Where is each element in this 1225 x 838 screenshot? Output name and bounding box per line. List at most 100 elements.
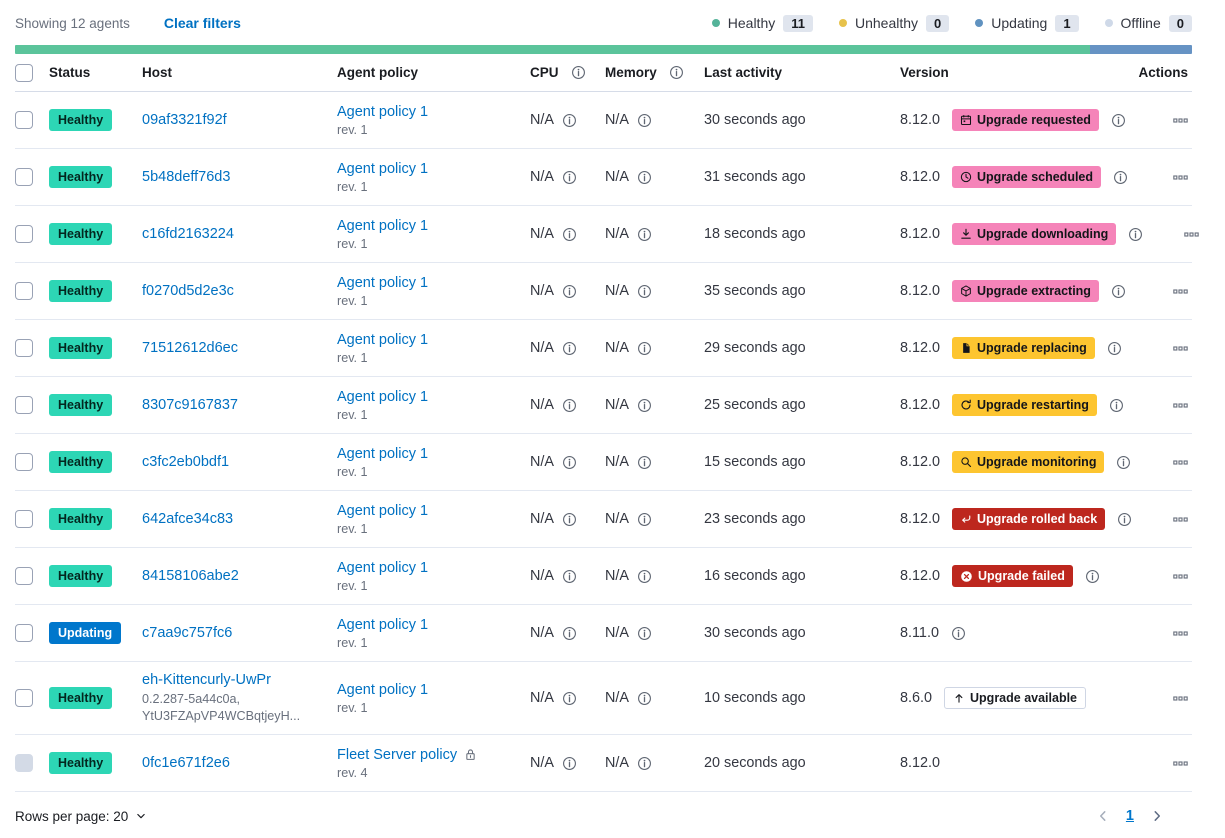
info-icon[interactable]	[637, 756, 652, 771]
host-link[interactable]: c7aa9c757fc6	[142, 625, 233, 641]
last-activity-value: 30 seconds ago	[704, 625, 806, 641]
policy-link[interactable]: Agent policy 1	[337, 616, 429, 633]
row-checkbox[interactable]	[15, 396, 33, 414]
host-link[interactable]: 84158106abe2	[142, 568, 239, 584]
row-actions-button[interactable]	[1173, 691, 1188, 706]
policy-link[interactable]: Agent policy 1	[337, 103, 429, 120]
row-checkbox-cell	[15, 111, 49, 129]
row-checkbox[interactable]	[15, 510, 33, 528]
policy-revision: rev. 1	[337, 179, 368, 194]
row-actions-button[interactable]	[1184, 227, 1199, 242]
table-row: Updating c7aa9c757fc6 Agent policy 1 rev. 1…	[15, 605, 1192, 662]
row-checkbox[interactable]	[15, 282, 33, 300]
host-link[interactable]: 09af3321f92f	[142, 112, 227, 128]
info-icon[interactable]	[1116, 455, 1131, 470]
row-checkbox[interactable]	[15, 453, 33, 471]
column-header-last-activity: Last activity	[704, 65, 900, 80]
info-icon[interactable]	[637, 398, 652, 413]
row-actions-button[interactable]	[1173, 170, 1188, 185]
info-icon[interactable]	[637, 227, 652, 242]
info-icon[interactable]	[562, 512, 577, 527]
policy-cell: Agent policy 1 rev. 1	[337, 446, 530, 479]
row-actions-button[interactable]	[1173, 569, 1188, 584]
info-icon[interactable]	[562, 455, 577, 470]
info-icon[interactable]	[562, 113, 577, 128]
info-icon[interactable]	[669, 65, 684, 80]
memory-cell: N/A	[605, 755, 704, 771]
policy-link[interactable]: Agent policy 1	[337, 559, 429, 576]
rows-per-page-button[interactable]: Rows per page: 20	[15, 809, 147, 824]
row-actions-button[interactable]	[1173, 341, 1188, 356]
info-icon[interactable]	[562, 626, 577, 641]
info-icon[interactable]	[562, 170, 577, 185]
row-actions-button[interactable]	[1173, 398, 1188, 413]
row-checkbox[interactable]	[15, 567, 33, 585]
info-icon[interactable]	[562, 756, 577, 771]
host-link[interactable]: c3fc2eb0bdf1	[142, 454, 230, 470]
page-number-button[interactable]: 1	[1125, 808, 1134, 824]
host-link[interactable]: 642afce34c83	[142, 511, 234, 527]
policy-link[interactable]: Agent policy 1	[337, 217, 429, 234]
info-icon[interactable]	[637, 691, 652, 706]
row-checkbox[interactable]	[15, 689, 33, 707]
row-actions-button[interactable]	[1173, 626, 1188, 641]
info-icon[interactable]	[1107, 341, 1122, 356]
info-icon[interactable]	[562, 569, 577, 584]
next-page-button[interactable]	[1150, 809, 1164, 823]
host-link[interactable]: 5b48deff76d3	[142, 169, 231, 185]
clear-filters-link[interactable]: Clear filters	[163, 15, 241, 31]
info-icon[interactable]	[562, 341, 577, 356]
row-checkbox[interactable]	[15, 624, 33, 642]
row-actions-button[interactable]	[1173, 455, 1188, 470]
policy-link[interactable]: Fleet Server policy	[337, 746, 458, 763]
info-icon[interactable]	[562, 398, 577, 413]
row-checkbox[interactable]	[15, 339, 33, 357]
row-checkbox[interactable]	[15, 111, 33, 129]
info-icon[interactable]	[637, 170, 652, 185]
row-checkbox[interactable]	[15, 168, 33, 186]
policy-link-line: Agent policy 1	[337, 218, 522, 234]
row-actions-button[interactable]	[1173, 512, 1188, 527]
info-icon[interactable]	[1111, 284, 1126, 299]
status-cell: Healthy	[49, 508, 142, 530]
info-icon[interactable]	[637, 569, 652, 584]
host-link[interactable]: 71512612d6ec	[142, 340, 238, 356]
host-link[interactable]: c16fd2163224	[142, 226, 234, 242]
policy-link[interactable]: Agent policy 1	[337, 331, 429, 348]
info-icon[interactable]	[562, 284, 577, 299]
info-icon[interactable]	[571, 65, 586, 80]
info-icon[interactable]	[637, 341, 652, 356]
policy-link[interactable]: Agent policy 1	[337, 681, 429, 698]
previous-page-button[interactable]	[1096, 809, 1110, 823]
info-icon[interactable]	[637, 626, 652, 641]
select-all-checkbox[interactable]	[15, 63, 33, 82]
info-icon[interactable]	[1117, 512, 1132, 527]
info-icon[interactable]	[637, 512, 652, 527]
info-icon[interactable]	[1109, 398, 1124, 413]
row-actions-button[interactable]	[1173, 284, 1188, 299]
row-checkbox[interactable]	[15, 225, 33, 243]
host-link[interactable]: eh-Kittencurly-UwPr	[142, 672, 271, 688]
policy-link-line: Agent policy 1	[337, 617, 522, 633]
info-icon[interactable]	[562, 227, 577, 242]
host-link[interactable]: 8307c9167837	[142, 397, 238, 413]
legend-label: Offline	[1120, 15, 1161, 31]
row-actions-button[interactable]	[1173, 756, 1188, 771]
info-icon[interactable]	[637, 455, 652, 470]
policy-link[interactable]: Agent policy 1	[337, 388, 429, 405]
info-icon[interactable]	[1113, 170, 1128, 185]
info-icon[interactable]	[1085, 569, 1100, 584]
info-icon[interactable]	[1111, 113, 1126, 128]
info-icon[interactable]	[562, 691, 577, 706]
policy-link[interactable]: Agent policy 1	[337, 502, 429, 519]
policy-link[interactable]: Agent policy 1	[337, 445, 429, 462]
policy-link[interactable]: Agent policy 1	[337, 160, 429, 177]
info-icon[interactable]	[1128, 227, 1143, 242]
policy-link[interactable]: Agent policy 1	[337, 274, 429, 291]
row-actions-button[interactable]	[1173, 113, 1188, 128]
info-icon[interactable]	[637, 284, 652, 299]
host-link[interactable]: 0fc1e671f2e6	[142, 755, 230, 771]
info-icon[interactable]	[637, 113, 652, 128]
info-icon[interactable]	[951, 626, 966, 641]
host-link[interactable]: f0270d5d2e3c	[142, 283, 234, 299]
